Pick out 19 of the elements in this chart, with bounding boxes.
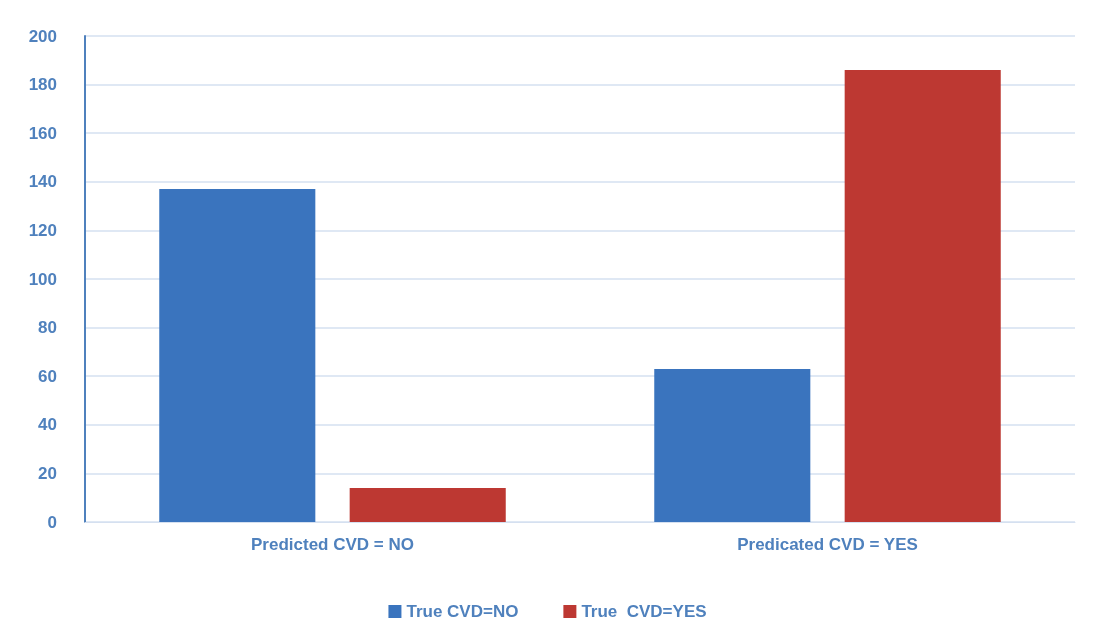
bar: [349, 487, 506, 522]
y-tick-label: 180: [28, 75, 57, 95]
legend-label: True CVD=YES: [581, 602, 707, 621]
bar: [159, 189, 316, 522]
legend-label: True CVD=NO: [406, 602, 519, 621]
y-tick-label: 20: [38, 463, 57, 483]
y-tick-label: 40: [38, 415, 57, 435]
y-tick-label: 100: [28, 269, 57, 289]
y-tick-label: 140: [28, 172, 57, 192]
y-tick-label: 120: [28, 220, 57, 240]
y-tick-label: 60: [38, 366, 57, 386]
y-tick-label: 160: [28, 123, 57, 143]
y-tick-label: 0: [47, 512, 57, 532]
x-tick-label: Predicted CVD = NO: [251, 535, 414, 554]
y-tick-label: 80: [38, 318, 57, 338]
bar: [844, 70, 1001, 522]
bar: [654, 368, 811, 522]
y-tick-label: 200: [28, 26, 57, 46]
x-tick-label: Predicated CVD = YES: [737, 535, 918, 554]
